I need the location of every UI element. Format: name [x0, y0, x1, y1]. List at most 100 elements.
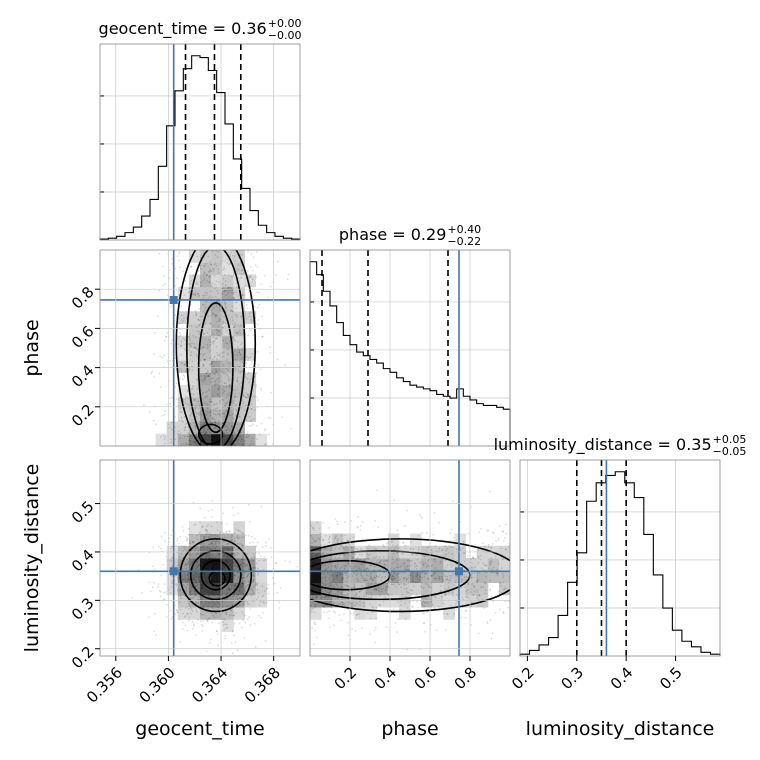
sample-point	[246, 378, 249, 380]
sample-point	[217, 553, 220, 556]
sample-point	[196, 565, 199, 568]
density-cell	[376, 570, 389, 583]
sample-point	[178, 569, 181, 571]
sample-point	[256, 396, 259, 399]
sample-point	[376, 489, 378, 492]
sample-point	[217, 596, 220, 599]
sample-point	[235, 612, 238, 614]
sample-point	[189, 594, 192, 596]
sample-point	[231, 289, 234, 292]
sample-point	[340, 540, 342, 543]
sample-point	[246, 396, 248, 399]
sample-point	[252, 395, 254, 398]
density-cell	[211, 409, 223, 422]
sample-point	[198, 319, 201, 322]
density-cell	[454, 594, 467, 608]
sample-point	[379, 584, 382, 587]
density-cell	[233, 582, 245, 596]
sample-point	[188, 439, 190, 442]
sample-point	[330, 581, 333, 584]
sample-point	[452, 536, 455, 539]
sample-point	[198, 573, 201, 576]
sample-point	[195, 404, 197, 407]
sample-point	[212, 269, 215, 272]
sample-point	[209, 322, 212, 325]
sample-point	[350, 612, 352, 615]
sample-point	[171, 575, 174, 578]
sample-point	[197, 318, 200, 321]
sample-point	[209, 425, 212, 428]
sample-point	[218, 320, 220, 323]
sample-point	[359, 524, 362, 527]
sample-point	[319, 567, 321, 570]
sample-point	[367, 547, 369, 550]
sample-point	[217, 388, 220, 391]
sample-point	[470, 568, 473, 571]
sample-point	[232, 336, 235, 339]
sample-point	[207, 375, 210, 378]
sample-point	[438, 521, 440, 524]
sample-point	[404, 576, 407, 579]
sample-point	[240, 586, 243, 589]
sample-point	[213, 418, 216, 421]
sample-point	[215, 521, 218, 524]
sample-point	[206, 559, 209, 562]
sample-point	[441, 580, 444, 583]
sample-point	[219, 564, 221, 567]
density-cell	[177, 335, 190, 349]
sample-point	[179, 432, 182, 435]
sample-point	[242, 583, 244, 586]
density-cell	[332, 533, 344, 547]
sample-point	[317, 581, 319, 584]
sample-point	[208, 434, 210, 437]
density-cell	[211, 311, 223, 324]
sample-point	[202, 423, 205, 425]
sample-point	[186, 538, 189, 541]
sample-point	[235, 301, 238, 304]
sample-point	[221, 293, 224, 295]
sample-point	[196, 378, 199, 381]
sample-point	[242, 600, 245, 603]
sample-point	[207, 371, 210, 374]
sample-point	[248, 603, 251, 606]
sample-point	[214, 315, 217, 318]
sample-point	[180, 362, 183, 365]
sample-point	[326, 567, 329, 570]
sample-point	[258, 559, 261, 562]
sample-point	[230, 425, 233, 427]
sample-point	[485, 564, 487, 567]
sample-point	[487, 543, 490, 546]
sample-point	[226, 556, 229, 559]
sample-point	[208, 280, 211, 283]
sample-point	[241, 561, 244, 564]
sample-point	[211, 250, 214, 253]
sample-point	[432, 573, 435, 576]
sample-point	[195, 415, 198, 418]
sample-point	[246, 250, 249, 253]
sample-point	[216, 535, 219, 537]
sample-point	[437, 577, 440, 580]
sample-point	[455, 609, 457, 611]
sample-point	[209, 439, 212, 442]
sample-point	[315, 596, 318, 599]
sample-point	[310, 587, 313, 590]
sample-point	[223, 536, 226, 539]
sample-point	[310, 524, 313, 527]
sample-point	[412, 600, 414, 603]
sample-point	[423, 622, 426, 624]
sample-point	[234, 301, 237, 304]
sample-point	[474, 544, 477, 546]
sample-point	[205, 274, 208, 276]
sample-point	[191, 628, 194, 630]
sample-point	[208, 315, 210, 318]
density-cell	[233, 384, 245, 398]
sample-point	[200, 586, 203, 589]
sample-point	[207, 404, 209, 406]
density-cell	[177, 558, 190, 571]
sample-point	[391, 575, 394, 578]
sample-point	[452, 572, 455, 575]
sample-point	[202, 420, 205, 422]
sample-point	[233, 338, 236, 341]
sample-point	[250, 588, 253, 591]
sample-point	[247, 503, 250, 506]
